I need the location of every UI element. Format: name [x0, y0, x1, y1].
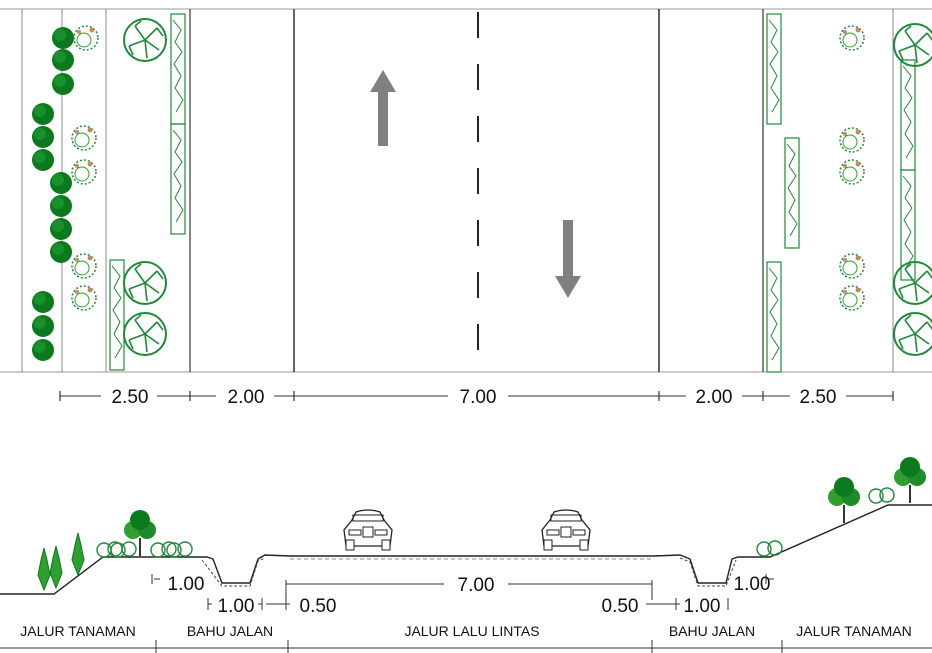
zone-label-planting-right: JALUR TANAMAN — [796, 623, 911, 639]
plan-dimension-line: 2.50 2.00 7.00 2.00 2.50 — [59, 384, 894, 408]
hedge-row-left — [32, 27, 74, 361]
tree-icon — [123, 18, 932, 356]
shrub-icon — [71, 25, 865, 311]
dim-plan-shoulder-right: 2.00 — [696, 387, 733, 408]
dim-section-ditch-left: 1.00 — [218, 596, 255, 617]
cross-section-view: 1.00 1.00 0.50 7.00 0.50 1.00 1.00 JALUR… — [0, 456, 932, 653]
zone-label-traffic-lane: JALUR LALU LINTAS — [404, 623, 539, 639]
ground-profile — [0, 504, 932, 595]
zone-label-shoulder-left: BAHU JALAN — [187, 623, 273, 639]
dim-section-shoulder-left: 0.50 — [300, 596, 337, 617]
down-arrow-icon — [555, 220, 581, 298]
car-icon — [343, 509, 591, 551]
zone-label-planting-left: JALUR TANAMAN — [20, 623, 135, 639]
section-dimension-lines — [0, 574, 932, 653]
dim-section-traffic-lane: 7.00 — [458, 575, 495, 596]
section-trees-right — [756, 456, 927, 557]
up-arrow-icon — [370, 70, 396, 146]
plan-view: 2.50 2.00 7.00 2.00 2.50 — [0, 8, 932, 408]
zone-label-shoulder-right: BAHU JALAN — [669, 623, 755, 639]
dim-plan-planting-right: 2.50 — [800, 387, 837, 408]
planter-strips — [109, 13, 916, 373]
dim-section-ditch-right: 1.00 — [684, 596, 721, 617]
dim-plan-planting-left: 2.50 — [112, 387, 149, 408]
dim-section-bench-left: 1.00 — [168, 574, 205, 595]
dim-section-shoulder-right: 0.50 — [602, 596, 639, 617]
dim-plan-traffic-lane: 7.00 — [460, 387, 497, 408]
dim-plan-shoulder-left: 2.00 — [228, 387, 265, 408]
dim-section-bench-right: 1.00 — [734, 574, 771, 595]
